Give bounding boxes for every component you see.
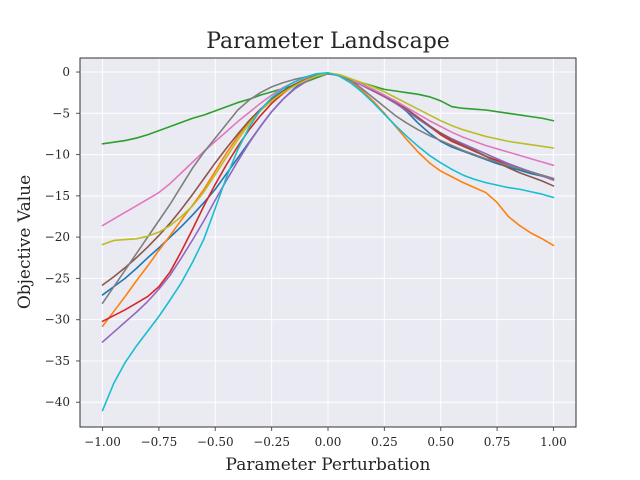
grid [80, 58, 576, 427]
x-tick-label: −0.50 [197, 435, 234, 449]
x-tick-label: −0.25 [253, 435, 290, 449]
x-tick-label: 0.50 [427, 435, 454, 449]
y-tick-label: −5 [52, 106, 70, 120]
y-tick-label: −15 [45, 189, 70, 203]
y-tick-label: 0 [62, 65, 70, 79]
y-tick-label: −30 [45, 313, 70, 327]
x-axis-label: Parameter Perturbation [226, 455, 431, 475]
series-layer [101, 72, 555, 412]
y-tick-label: −35 [45, 354, 70, 368]
chart-title: Parameter Landscape [206, 29, 450, 54]
y-tick-label: −10 [45, 148, 70, 162]
y-tick-label: −40 [45, 395, 70, 409]
x-tick-label: −0.75 [141, 435, 178, 449]
x-tick-label: 0.25 [371, 435, 398, 449]
plot-frame [79, 57, 577, 428]
y-tick-label: −25 [45, 271, 70, 285]
y-tick-label: −20 [45, 230, 70, 244]
x-tick-label: 0.00 [315, 435, 342, 449]
y-axis-label: Objective Value [15, 175, 35, 309]
x-tick-label: −1.00 [84, 435, 121, 449]
series-line-10 [101, 72, 555, 412]
y-axis-ticks: 0 −5 −10 −15 −20 −25 −30 −35 −40 [45, 65, 80, 409]
x-tick-label: 0.75 [484, 435, 511, 449]
x-axis-ticks: −1.00 −0.75 −0.50 −0.25 0.00 0.25 0.50 0.75 1.00 [84, 427, 567, 449]
x-tick-label: 1.00 [540, 435, 567, 449]
